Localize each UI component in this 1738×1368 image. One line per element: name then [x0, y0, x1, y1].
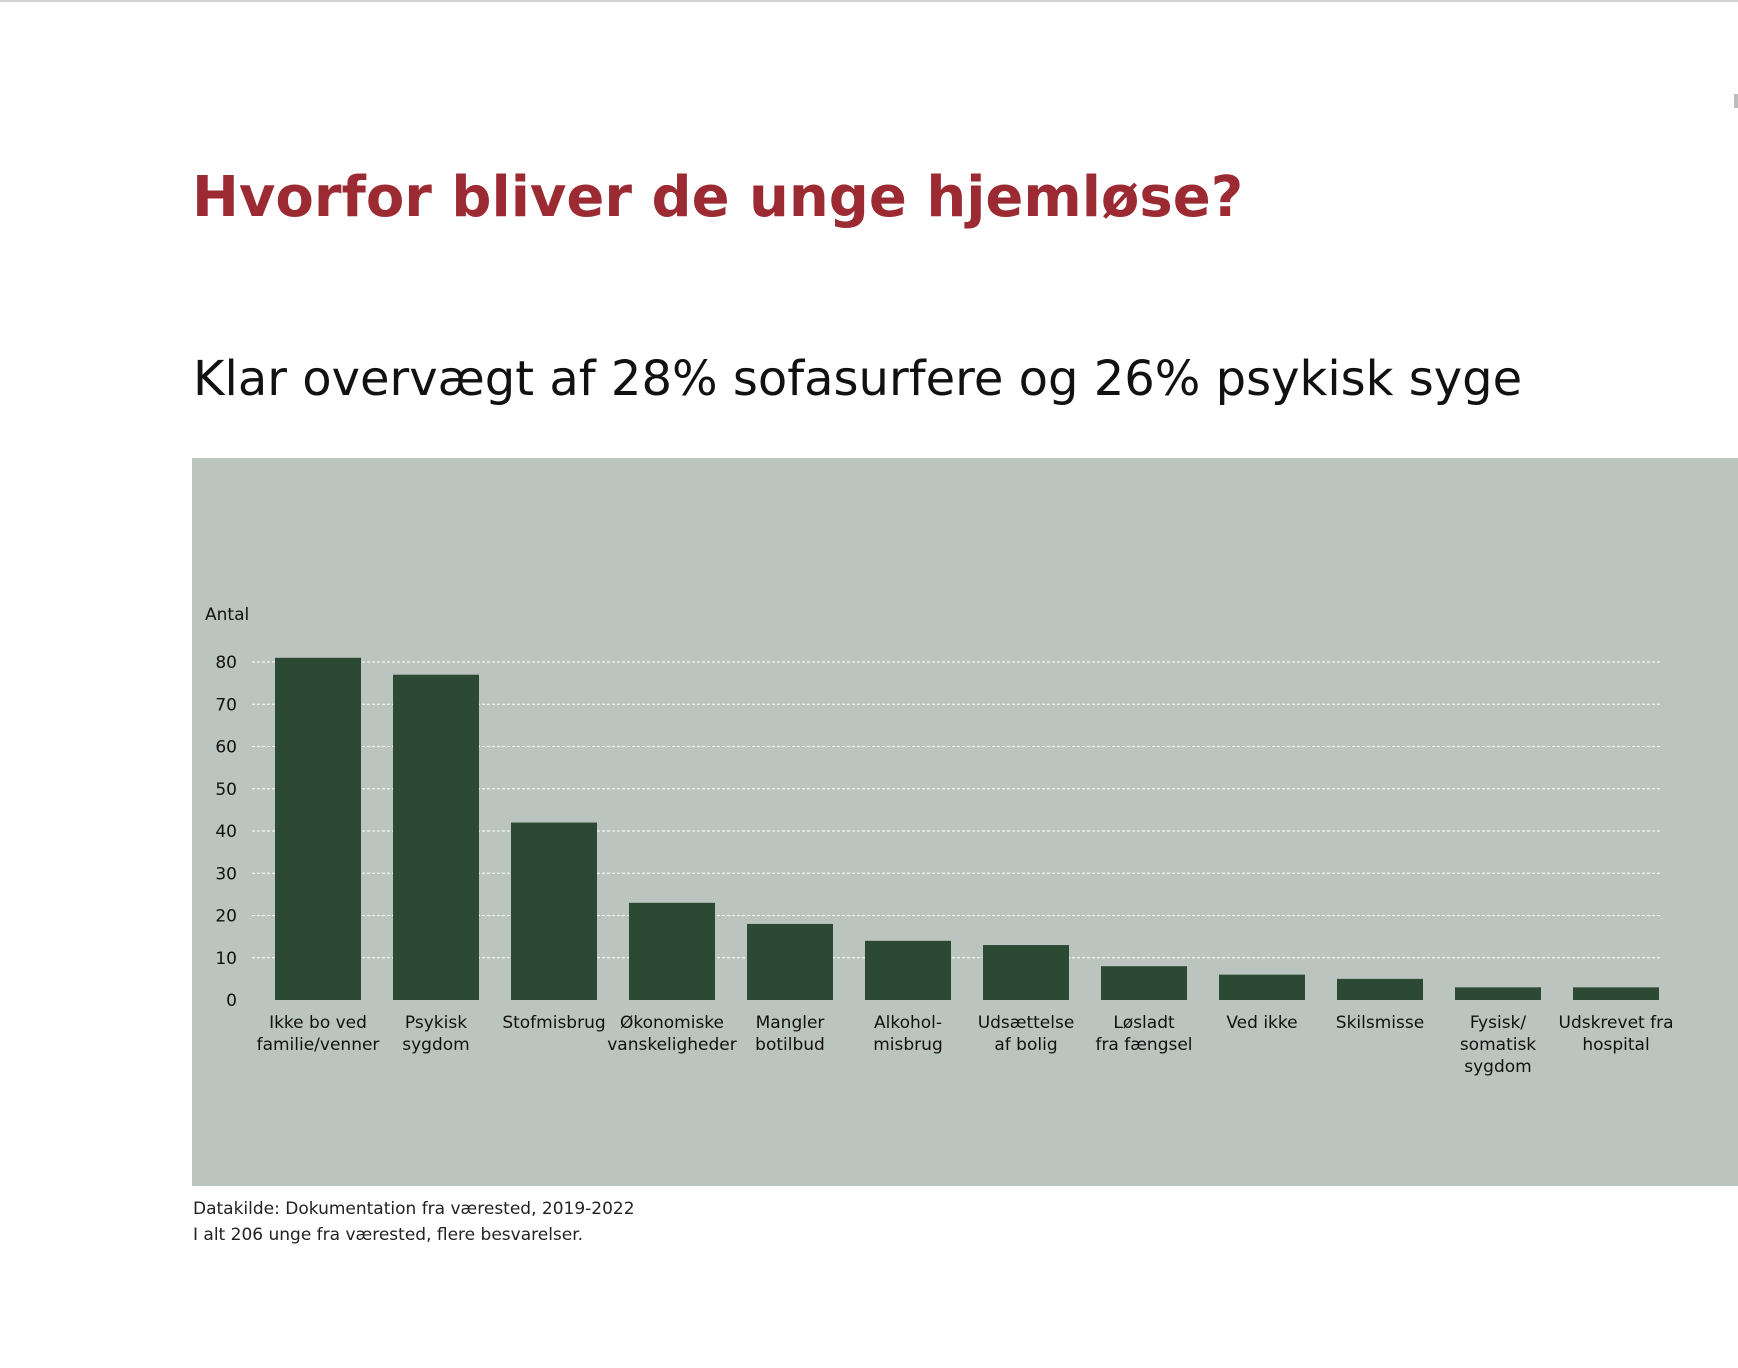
x-category-label: Udskrevet fra hospital [1559, 1013, 1674, 1055]
bar [629, 902, 715, 1000]
y-tick-label: 50 [215, 780, 237, 800]
top-divider [0, 0, 1738, 2]
x-category-label: Skilsmisse [1336, 1013, 1424, 1033]
bar [1219, 974, 1305, 1000]
edge-marker [1734, 94, 1738, 108]
page-title: Hvorfor bliver de unge hjemløse? [192, 165, 1244, 230]
bar [747, 923, 833, 1000]
x-category-label: Alkohol-misbrug [873, 1013, 943, 1055]
bar [1101, 966, 1187, 1000]
y-tick-label: 60 [215, 738, 237, 758]
x-category-label: Ved ikke [1226, 1013, 1297, 1033]
y-tick-labels: 0 10 20 30 40 50 60 70 80 [215, 653, 237, 1011]
bars [275, 657, 1659, 1000]
x-category-label: Udsættelse af bolig [978, 1013, 1075, 1055]
y-tick-label: 80 [215, 653, 237, 673]
bar-chart: 0 10 20 30 40 50 60 70 80 Ikke bo ved familie/ven… [205, 605, 1674, 1077]
x-category-label: Fysisk/somatisk sygdom [1460, 1013, 1536, 1077]
y-tick-label: 30 [215, 864, 237, 884]
page-subtitle: Klar overvægt af 28% sofasurfere og 26% … [193, 351, 1523, 407]
y-tick-label: 0 [226, 991, 237, 1011]
bar [511, 822, 597, 1000]
bar [393, 674, 479, 1000]
chart-panel: 0 10 20 30 40 50 60 70 80 Ikke bo ved familie/ven… [192, 458, 1738, 1186]
x-category-label: Økonomiske vanskeligheder [607, 1013, 737, 1055]
x-category-label: Stofmisbrug [502, 1013, 605, 1033]
sample-size-note: I alt 206 unge fra værested, flere besva… [193, 1225, 584, 1245]
x-category-label: Mangler botilbud [755, 1013, 825, 1055]
y-tick-label: 10 [215, 949, 237, 969]
bar [1455, 987, 1541, 1000]
x-category-label: Løsladt fra fængsel [1095, 1013, 1192, 1055]
y-tick-label: 40 [215, 822, 237, 842]
bar [983, 945, 1069, 1000]
x-category-label: Ikke bo ved familie/venner [257, 1013, 380, 1055]
data-source-note: Datakilde: Dokumentation fra værested, 2… [193, 1199, 635, 1219]
x-category-label: Psykisk sygdom [402, 1013, 469, 1055]
x-category-labels: Ikke bo ved familie/venner Psykisk sygdom St… [257, 1013, 1674, 1077]
y-tick-label: 70 [215, 695, 237, 715]
bar [865, 940, 951, 1000]
y-tick-label: 20 [215, 907, 237, 927]
y-axis-label: Antal [205, 605, 249, 625]
bar [1573, 987, 1659, 1000]
bar [275, 657, 361, 1000]
bar [1337, 978, 1423, 1000]
